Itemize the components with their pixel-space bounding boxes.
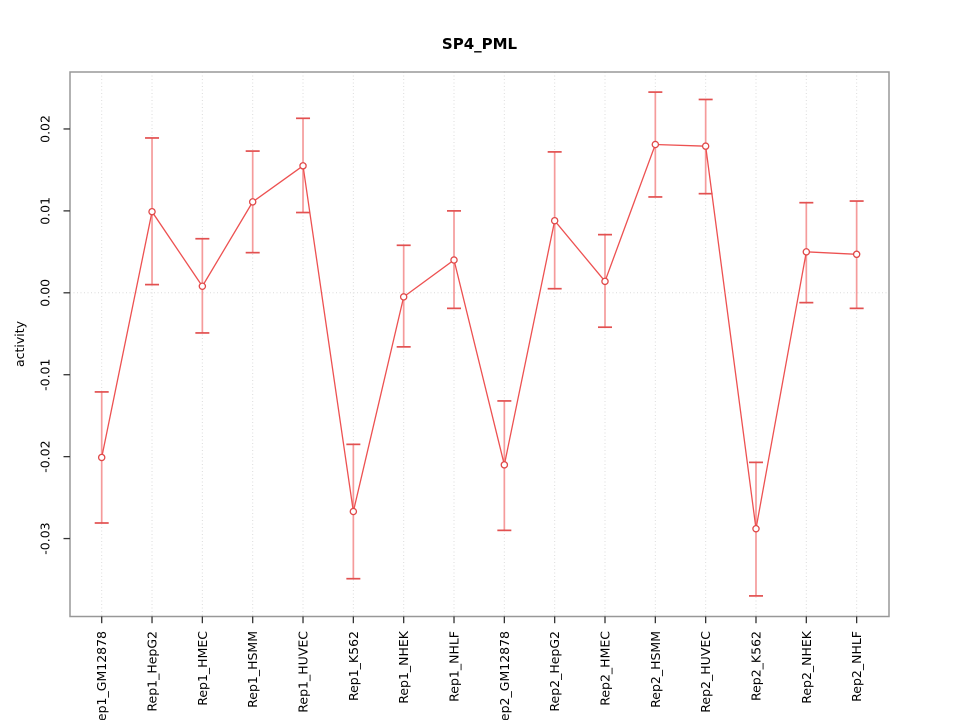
data-point-marker [701,142,710,150]
x-tick-label: Rep1_GM12878 [94,631,109,720]
x-tick-label: Rep1_HMEC [195,631,210,706]
data-point-marker [248,198,257,206]
plot-box [69,71,890,618]
data-point-marker [651,140,660,149]
data-point-marker [500,461,509,469]
y-tick-label: 0.02 [38,115,53,143]
x-tick-label: Rep2_HMEC [598,631,613,706]
data-point-marker [399,293,408,301]
x-tick-label: Rep1_K562 [346,631,361,701]
y-axis-title: activity [12,320,27,367]
x-tick-label: Rep2_K562 [748,631,763,701]
data-point-marker [852,250,861,259]
data-point-marker [148,207,156,216]
y-tick-label: 0.01 [38,197,53,225]
y-tick-label: -0.01 [38,359,53,391]
data-point-marker [752,524,760,533]
data-point-marker [198,282,207,290]
x-tick-label: Rep2_NHLF [849,631,864,702]
x-tick-label: Rep1_NHEK [396,630,411,704]
x-tick-label: Rep2_HUVEC [698,631,713,713]
data-point-marker [450,256,458,264]
data-point-marker [299,162,307,170]
y-tick-label: -0.02 [38,440,53,472]
x-tick-label: Rep1_HepG2 [145,631,160,712]
data-point-marker [97,453,106,462]
x-tick-label: Rep1_NHLF [447,631,462,702]
x-tick-label: Rep2_HSMM [648,631,663,708]
data-point-marker [349,507,358,516]
data-point-marker [550,216,559,225]
series-line [101,143,857,529]
x-tick-label: Rep2_NHEK [799,630,814,704]
x-tick-label: Rep1_HSMM [245,631,260,708]
y-tick-label: -0.03 [38,522,53,554]
x-tick-label: Rep1_HUVEC [296,631,311,713]
x-tick-label: Rep2_GM12878 [497,631,512,720]
y-tick-label: 0.00 [38,279,53,307]
data-point-marker [802,248,811,256]
chart-title: SP4_PML [442,35,518,53]
data-point-marker [601,277,609,286]
x-tick-label: Rep2_HepG2 [547,631,562,712]
